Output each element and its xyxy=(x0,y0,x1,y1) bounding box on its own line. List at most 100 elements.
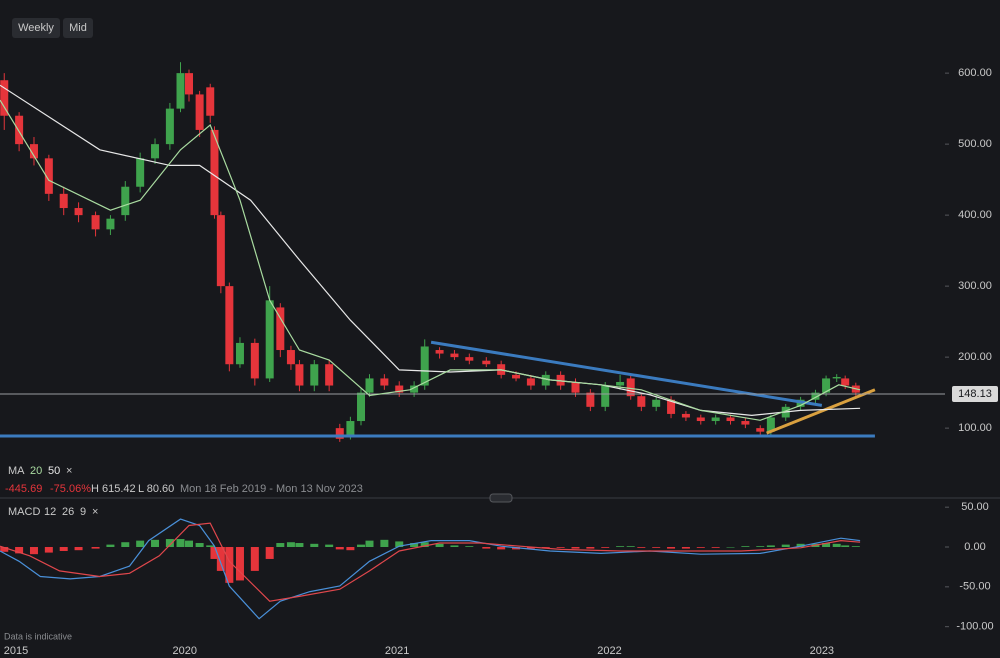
candle-body xyxy=(601,385,610,407)
candle-body xyxy=(586,392,595,407)
candle-body xyxy=(465,357,474,361)
price-type-button[interactable] xyxy=(63,18,93,38)
histogram-bar xyxy=(357,544,366,548)
candle-body xyxy=(556,374,565,386)
price-type-label[interactable]: Mid xyxy=(69,22,87,34)
y-tick-label: -100.00 xyxy=(956,621,993,633)
histogram-bar xyxy=(310,543,319,548)
ma-period: 20 xyxy=(30,465,42,477)
histogram-bar xyxy=(286,542,295,548)
y-tick-label: -50.00 xyxy=(959,581,990,593)
x-tick-label: 2022 xyxy=(597,645,621,657)
indicator-line xyxy=(0,518,861,620)
candle-body xyxy=(626,378,635,397)
last-price-box xyxy=(952,385,998,402)
macd-name: MACD xyxy=(8,506,40,518)
histogram-bar xyxy=(756,546,765,548)
histogram-bar xyxy=(225,547,234,583)
candle-body xyxy=(681,413,690,418)
histogram-bar xyxy=(796,543,805,548)
macd-close[interactable]: × xyxy=(92,506,98,518)
candle-body xyxy=(395,385,404,393)
y-tick-label: 300.00 xyxy=(958,280,992,292)
interval-button[interactable] xyxy=(12,18,60,38)
candle-body xyxy=(365,378,374,393)
histogram-bar xyxy=(667,547,676,549)
histogram-bar xyxy=(526,547,535,549)
candle-body xyxy=(0,80,9,116)
high: H 615.42 xyxy=(91,483,136,495)
candle-body xyxy=(265,300,274,379)
candle-body xyxy=(346,421,355,436)
histogram-bar xyxy=(44,547,53,553)
y-tick-label: 0.00 xyxy=(964,541,985,553)
change-pct: -75.06% xyxy=(50,483,91,495)
candle-body xyxy=(165,108,174,145)
histogram-bar xyxy=(151,539,160,548)
y-tick-label: 200.00 xyxy=(958,351,992,363)
histogram-bar xyxy=(91,547,100,549)
histogram-bar xyxy=(0,547,9,552)
candle-body xyxy=(185,73,193,95)
ma-close[interactable]: × xyxy=(66,465,72,477)
candle-body xyxy=(91,215,100,230)
histogram-bar xyxy=(250,547,259,571)
y-tick-label: 100.00 xyxy=(958,422,992,434)
candle-body xyxy=(206,87,215,116)
ma-name: MA xyxy=(8,465,25,477)
candle-body xyxy=(696,417,705,422)
low: L 80.60 xyxy=(138,483,174,495)
candle-body xyxy=(250,342,259,379)
y-tick-label: 600.00 xyxy=(958,67,992,79)
candle-body xyxy=(335,428,344,439)
last-price-label: 148.13 xyxy=(958,388,992,400)
histogram-bar xyxy=(851,546,860,548)
x-tick-label: 2021 xyxy=(385,645,409,657)
footnote: Data is indicative xyxy=(4,631,72,641)
histogram-bar xyxy=(465,546,474,548)
candle-body xyxy=(59,193,68,209)
x-tick-label: 2020 xyxy=(173,645,197,657)
indicator-line xyxy=(0,84,861,417)
x-tick-label: 2015 xyxy=(4,645,28,657)
histogram-bar xyxy=(652,547,661,548)
ma-period: 50 xyxy=(48,465,60,477)
histogram-bar xyxy=(681,547,690,549)
histogram-bar xyxy=(741,546,750,548)
candle-body xyxy=(357,392,366,422)
histogram-bar xyxy=(541,547,550,548)
histogram-bar xyxy=(265,547,274,559)
histogram-bar xyxy=(822,543,831,548)
indicator-line xyxy=(0,522,861,602)
histogram-bar xyxy=(210,547,219,559)
candle-body xyxy=(652,399,661,407)
histogram-bar xyxy=(766,545,775,548)
pane-handle[interactable] xyxy=(489,493,513,503)
candle-body xyxy=(667,399,676,414)
histogram-bar xyxy=(482,547,491,549)
interval-label[interactable]: Weekly xyxy=(18,22,54,34)
histogram-bar xyxy=(841,545,850,548)
histogram-bar xyxy=(346,547,355,551)
candle-body xyxy=(482,360,491,365)
histogram-bar xyxy=(206,545,215,548)
histogram-bar xyxy=(497,547,506,550)
candle-body xyxy=(512,374,521,379)
candle-body xyxy=(541,374,550,386)
histogram-bar xyxy=(15,547,24,554)
candle-body xyxy=(325,364,334,386)
candle-body xyxy=(235,342,244,365)
date-range: Mon 18 Feb 2019 - Mon 13 Nov 2023 xyxy=(180,483,363,495)
candle-body xyxy=(121,186,130,216)
candle-body xyxy=(225,286,234,365)
candle-body xyxy=(811,392,820,400)
histogram-bar xyxy=(29,547,38,555)
y-tick-label: 400.00 xyxy=(958,209,992,221)
macd-param: 9 xyxy=(80,506,86,518)
histogram-bar xyxy=(781,544,790,548)
indicator-line xyxy=(0,99,861,421)
candle-body xyxy=(832,377,841,379)
candle-body xyxy=(310,364,319,386)
